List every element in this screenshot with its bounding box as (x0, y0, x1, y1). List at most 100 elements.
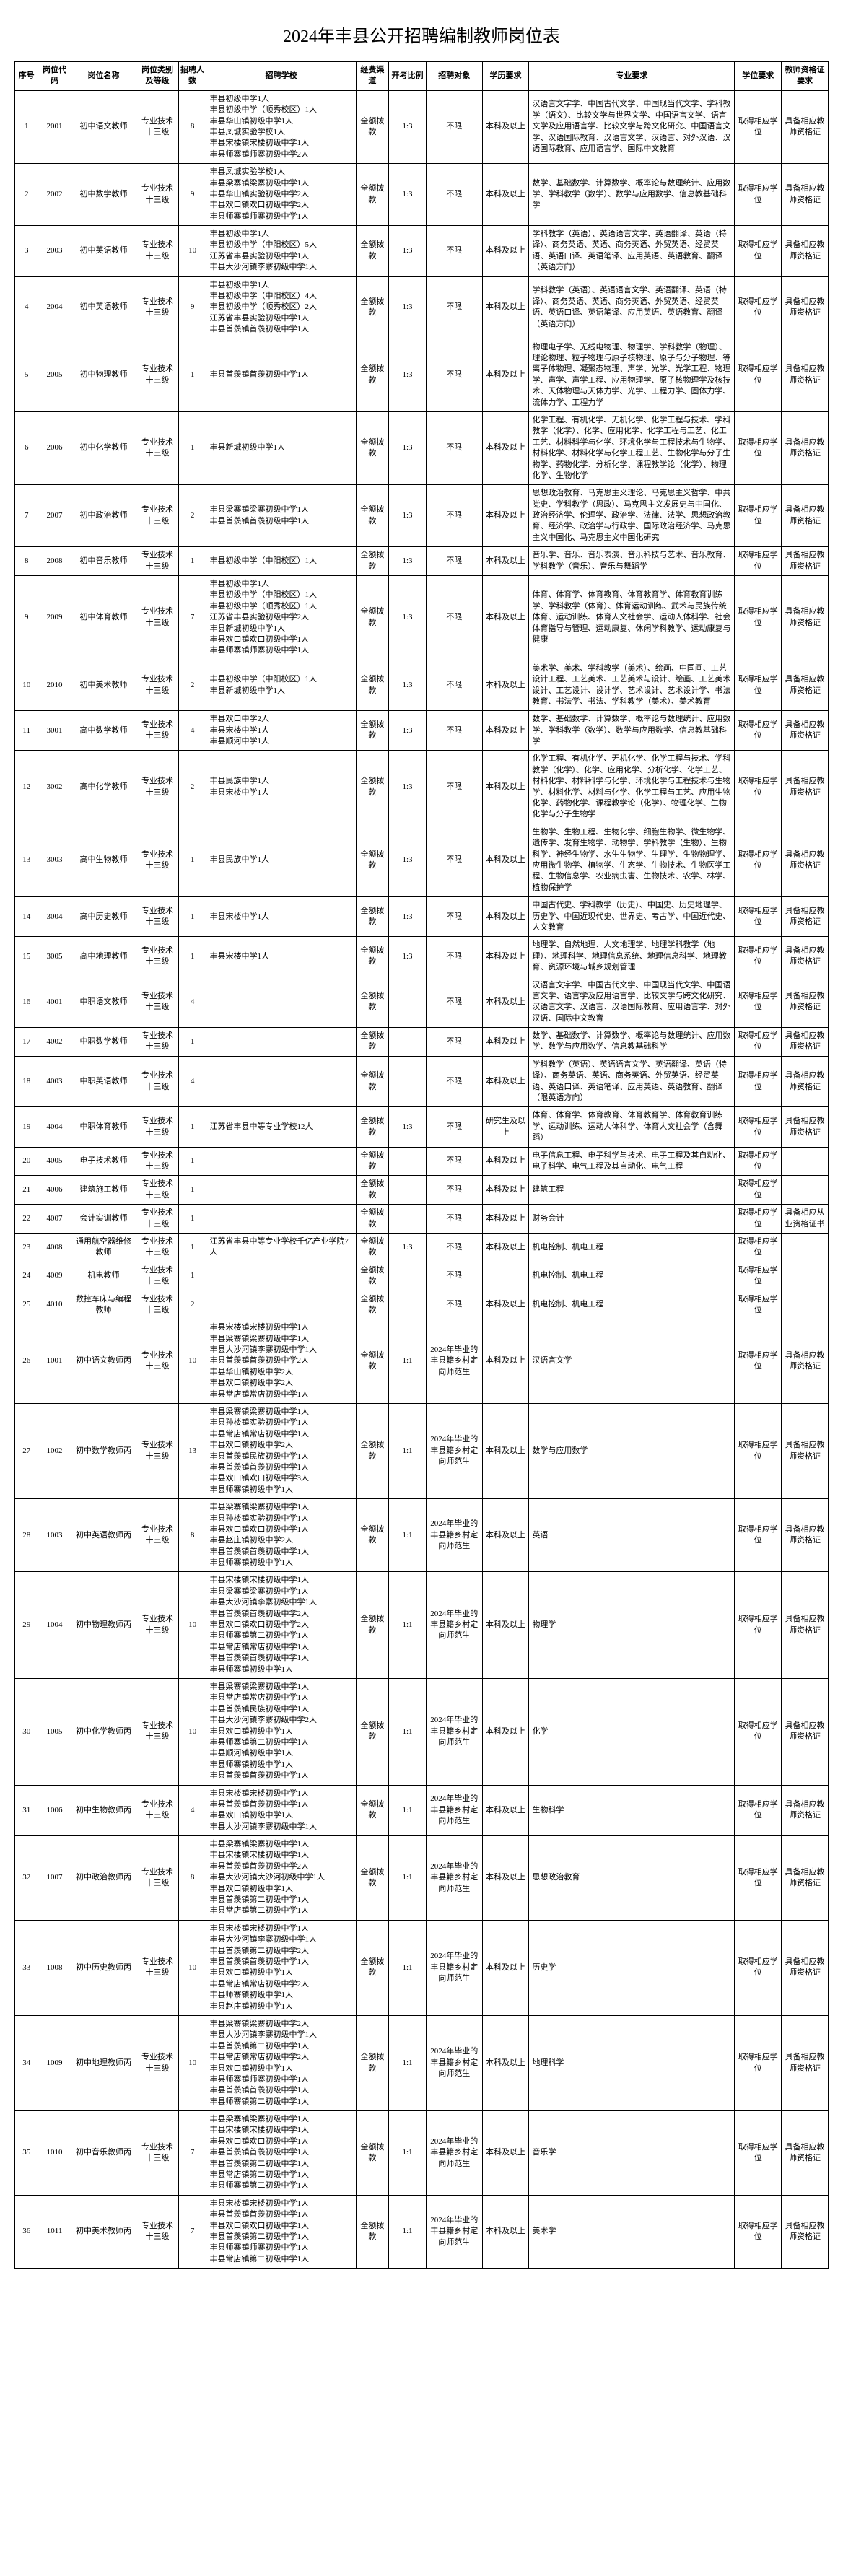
cell-school: 丰县宋楼镇宋楼初级中学1人丰县梁寨镇梁寨初级中学1人丰县大沙河镇李寨初级中学1人… (206, 1572, 356, 1679)
cell-name: 初中英语教师丙 (71, 1499, 136, 1572)
cell-school: 丰县初级中学（中阳校区）1人 (206, 547, 356, 576)
cell-school (206, 1291, 356, 1319)
table-row: 184003中职英语教师专业技术十三级4全额拨款不限本科及以上学科教学（英语）、… (15, 1056, 829, 1107)
cell-school: 丰县宋楼镇宋楼初级中学1人丰县梁寨镇梁寨初级中学1人丰县大沙河镇李寨初级中学1人… (206, 1319, 356, 1404)
table-row: 234008通用航空器维修教师专业技术十三级1江苏省丰县中等专业学校千亿产业学院… (15, 1233, 829, 1262)
cell-fund: 全额拨款 (356, 1404, 388, 1499)
cell-name: 初中地理教师丙 (71, 2015, 136, 2110)
cell-edu: 本科及以上 (482, 1920, 529, 2015)
cell-num: 1 (178, 411, 206, 484)
th-major: 专业要求 (529, 62, 735, 91)
cell-name: 初中英语教师 (71, 276, 136, 339)
cell-code: 1006 (38, 1785, 71, 1836)
cell-cert: 具备相应教师资格证 (782, 1499, 829, 1572)
cell-cert: 具备相应教师资格证 (782, 485, 829, 547)
cell-num: 4 (178, 1785, 206, 1836)
table-row: 72007初中政治教师专业技术十三级2丰县梁寨镇梁寨初级中学1人丰县首羡镇首羡初… (15, 485, 829, 547)
cell-seq: 16 (15, 977, 38, 1028)
cell-school (206, 1028, 356, 1057)
th-code: 岗位代码 (38, 62, 71, 91)
cell-cat: 专业技术十三级 (136, 547, 178, 576)
cell-degree: 取得相应学位 (735, 226, 782, 277)
cell-fund: 全额拨款 (356, 824, 388, 896)
cell-degree: 取得相应学位 (735, 1572, 782, 1679)
cell-num: 10 (178, 2015, 206, 2110)
table-row: 341009初中地理教师丙专业技术十三级10丰县梁寨镇梁寨初级中学2人丰县大沙河… (15, 2015, 829, 2110)
cell-num: 1 (178, 1205, 206, 1234)
cell-target: 2024年毕业的丰县籍乡村定向师范生 (426, 2111, 482, 2196)
cell-num: 10 (178, 1679, 206, 1786)
cell-cert: 具备相应教师资格证 (782, 1785, 829, 1836)
cell-name: 高中生物教师 (71, 824, 136, 896)
table-row: 164001中职语文教师专业技术十三级4全额拨款不限本科及以上汉语言文字学、中国… (15, 977, 829, 1028)
cell-major: 美术学 (529, 2195, 735, 2268)
cell-degree: 取得相应学位 (735, 1205, 782, 1234)
cell-cat: 专业技术十三级 (136, 897, 178, 937)
cell-seq: 34 (15, 2015, 38, 2110)
cell-school: 丰县初级中学（中阳校区）1人丰县新城初级中学1人 (206, 660, 356, 711)
table-row: 174002中职数学教师专业技术十三级1全额拨款不限本科及以上数学、基础数学、计… (15, 1028, 829, 1057)
cell-degree: 取得相应学位 (735, 897, 782, 937)
cell-school: 丰县梁寨镇梁寨初级中学1人丰县宋楼镇宋楼初级中学1人丰县首羡镇首羡初级中学2人丰… (206, 1836, 356, 1921)
cell-num: 1 (178, 339, 206, 411)
cell-fund: 全额拨款 (356, 660, 388, 711)
cell-ratio: 1:3 (389, 547, 427, 576)
cell-num: 1 (178, 547, 206, 576)
cell-target: 不限 (426, 751, 482, 824)
cell-name: 电子技术教师 (71, 1147, 136, 1176)
cell-code: 2006 (38, 411, 71, 484)
cell-code: 2002 (38, 164, 71, 226)
table-row: 204005电子技术教师专业技术十三级1全额拨款不限本科及以上电子信息工程、电子… (15, 1147, 829, 1176)
cell-seq: 27 (15, 1404, 38, 1499)
cell-major: 思想政治教育、马克思主义理论、马克思主义哲学、中共党史、学科教学（思政）、马克思… (529, 485, 735, 547)
cell-fund: 全额拨款 (356, 1147, 388, 1176)
cell-major: 体育、体育学、体育教育、体育教育学、体育教育训练学、学科教学（体育）、体育运动训… (529, 576, 735, 660)
cell-degree: 取得相应学位 (735, 977, 782, 1028)
cell-school: 丰县初级中学1人丰县初级中学（中阳校区）4人丰县初级中学（顺秀校区）2人江苏省丰… (206, 276, 356, 339)
cell-name: 初中语文教师丙 (71, 1319, 136, 1404)
cell-degree: 取得相应学位 (735, 1291, 782, 1319)
cell-cert: 具备相应教师资格证 (782, 2195, 829, 2268)
table-row: 214006建筑施工教师专业技术十三级1全额拨款不限本科及以上建筑工程取得相应学… (15, 1176, 829, 1205)
table-row: 22002初中数学教师专业技术十三级9丰县凤城实验学校1人丰县梁寨镇梁寨初级中学… (15, 164, 829, 226)
th-seq: 序号 (15, 62, 38, 91)
cell-major: 物理学 (529, 1572, 735, 1679)
cell-name: 初中体育教师 (71, 576, 136, 660)
cell-cat: 专业技术十三级 (136, 1056, 178, 1107)
table-row: 32003初中英语教师专业技术十三级10丰县初级中学1人丰县初级中学（中阳校区）… (15, 226, 829, 277)
cell-cat: 专业技术十三级 (136, 411, 178, 484)
th-cert: 教师资格证要求 (782, 62, 829, 91)
cell-ratio: 1:1 (389, 1679, 427, 1786)
cell-seq: 5 (15, 339, 38, 411)
cell-code: 4004 (38, 1107, 71, 1147)
cell-code: 4006 (38, 1176, 71, 1205)
cell-ratio: 1:1 (389, 2111, 427, 2196)
cell-cat: 专业技术十三级 (136, 1404, 178, 1499)
cell-fund: 全额拨款 (356, 226, 388, 277)
cell-code: 2008 (38, 547, 71, 576)
cell-seq: 9 (15, 576, 38, 660)
cell-edu: 本科及以上 (482, 339, 529, 411)
cell-num: 10 (178, 1572, 206, 1679)
table-row: 271002初中数学教师丙专业技术十三级13丰县梁寨镇梁寨初级中学1人丰县孙楼镇… (15, 1404, 829, 1499)
cell-school (206, 1205, 356, 1234)
cell-major: 数学与应用数学 (529, 1404, 735, 1499)
cell-seq: 18 (15, 1056, 38, 1107)
table-row: 254010数控车床与编程教师专业技术十三级2全额拨款不限本科及以上机电控制、机… (15, 1291, 829, 1319)
table-row: 291004初中物理教师丙专业技术十三级10丰县宋楼镇宋楼初级中学1人丰县梁寨镇… (15, 1572, 829, 1679)
cell-target: 不限 (426, 824, 482, 896)
cell-seq: 36 (15, 2195, 38, 2268)
cell-major: 机电控制、机电工程 (529, 1291, 735, 1319)
cell-ratio: 1:1 (389, 2195, 427, 2268)
cell-num: 2 (178, 485, 206, 547)
cell-cat: 专业技术十三级 (136, 1499, 178, 1572)
cell-name: 中职英语教师 (71, 1056, 136, 1107)
cell-degree: 取得相应学位 (735, 1836, 782, 1921)
cell-cert: 具备相应教师资格证 (782, 824, 829, 896)
table-row: 281003初中英语教师丙专业技术十三级8丰县梁寨镇梁寨初级中学1人丰县孙楼镇实… (15, 1499, 829, 1572)
th-num: 招聘人数 (178, 62, 206, 91)
cell-cert (782, 1147, 829, 1176)
cell-seq: 20 (15, 1147, 38, 1176)
cell-target: 不限 (426, 1176, 482, 1205)
cell-degree: 取得相应学位 (735, 1176, 782, 1205)
